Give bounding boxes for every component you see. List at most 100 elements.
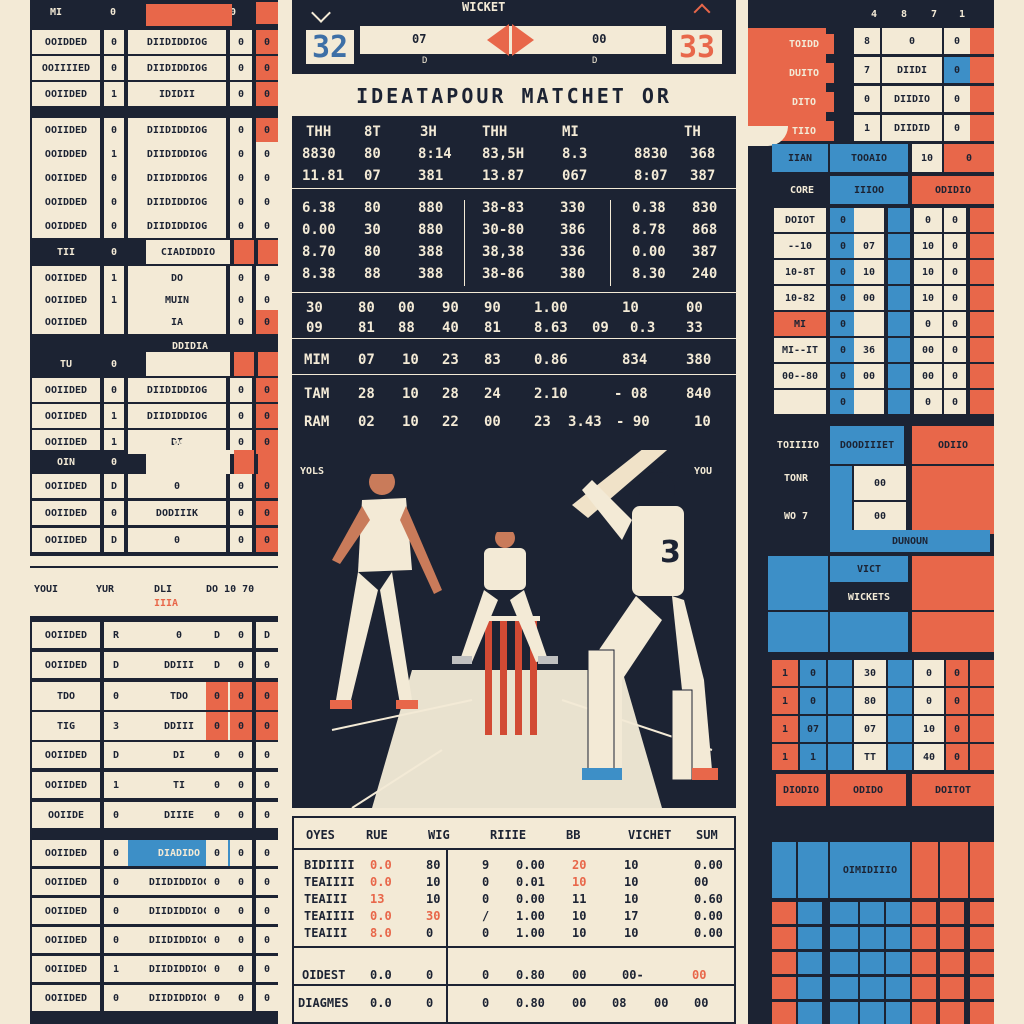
table-row: BIDIIII 0.0 80 9 0.00 20 10 0.00 xyxy=(294,858,734,876)
blue-cell xyxy=(776,562,800,582)
table-cell: OOIIDED xyxy=(32,956,100,982)
table-cell: MUIN xyxy=(128,288,226,312)
stats-cell: - 08 xyxy=(614,386,648,402)
blue-cell xyxy=(888,286,910,310)
table-cell: IIIOO xyxy=(830,176,908,204)
table-cell: ODIDIO xyxy=(912,176,994,204)
table-cell: DIIDI xyxy=(882,57,942,83)
stats-cell: 8.63 xyxy=(534,320,568,336)
away-score: 33 xyxy=(672,30,722,65)
table-cell: 1 xyxy=(854,115,880,141)
table-row: OOIIDED 0 DIADIDO 0 0 0 xyxy=(30,840,278,866)
table-cell: 0 xyxy=(914,688,944,714)
flag xyxy=(970,390,994,414)
table-cell: 0 xyxy=(104,682,128,710)
stats-row: 8.70 80 388 38,38 336 0.00 387 xyxy=(292,244,736,264)
table-cell: 0 xyxy=(830,338,856,362)
table-cell: OOIIDED xyxy=(32,869,100,895)
header-cell: 0 xyxy=(230,7,237,18)
table-cell: 0 xyxy=(482,968,490,982)
table-cell: 10 xyxy=(914,260,942,284)
stats-row: 8.38 88 388 38-86 380 8.30 240 xyxy=(292,266,736,286)
table-cell: 0 xyxy=(230,142,252,166)
stats-cell: 8.38 xyxy=(302,266,336,282)
table-cell: OOIDDED xyxy=(32,142,100,166)
flag xyxy=(970,286,994,310)
table-cell: 00 xyxy=(572,968,587,982)
score-bar: 32 07 00 WICKET D D 33 xyxy=(292,0,736,74)
stats-cell: 10 xyxy=(402,386,419,402)
grid-cell xyxy=(912,1002,936,1024)
table-cell: 0 xyxy=(256,474,278,498)
table-cell: 0 xyxy=(256,288,278,312)
stats-cell: MIM xyxy=(304,352,330,368)
right-arrow-icon xyxy=(512,24,534,56)
stats-cell: 38,38 xyxy=(482,244,525,260)
bottom-header: OYES RUE WIG RIIIE BB VICHET SUM xyxy=(294,828,734,846)
table-cell: D xyxy=(206,652,228,678)
table-row: OOIIDED R 0 D 0 D xyxy=(30,622,278,648)
table-cell: 0.0 xyxy=(370,968,392,982)
table-row: OOIIDED 1 IDIDII 0 0 xyxy=(30,82,278,106)
table-cell: 1 xyxy=(772,660,798,686)
flag xyxy=(970,660,994,686)
stats-cell: 09 xyxy=(306,320,323,336)
table-cell: OOIIDED xyxy=(32,474,100,498)
table-row: TEAIIII 0.0 30 / 1.00 10 17 0.00 xyxy=(294,909,734,927)
stats-cell: 88 xyxy=(398,320,415,336)
stats-cell: 330 xyxy=(560,200,586,216)
table-cell: 80 xyxy=(426,858,441,872)
table-cell: 0.00 xyxy=(694,926,723,940)
stats-cell: 380 xyxy=(560,266,586,282)
stats-cell: 8.78 xyxy=(632,222,666,238)
table-cell: OOIIDED xyxy=(32,985,100,1011)
table-cell: DIIDIDDIOG xyxy=(128,56,226,80)
stats-cell: 8.30 xyxy=(632,266,666,282)
table-cell: 0.0 xyxy=(370,909,392,923)
table-cell: 0 xyxy=(944,390,966,414)
grid-cell xyxy=(886,952,910,974)
header-cell: BB xyxy=(566,828,581,842)
table-row: OOIIDED 0 DIIDIDDIOG 0 0 0 xyxy=(30,898,278,924)
blue-cell xyxy=(888,312,910,336)
table-cell: 10 xyxy=(912,144,942,172)
stats-cell: 28 xyxy=(442,386,459,402)
table-cell: 0 xyxy=(230,30,252,54)
table-cell: 0 xyxy=(206,840,228,866)
table-cell: 0 xyxy=(230,501,252,525)
grid-cell xyxy=(912,927,936,949)
stats-row: 09 81 88 40 81 8.63 09 0.3 33 xyxy=(292,320,736,340)
table-cell: 0 xyxy=(230,266,252,290)
section-flag xyxy=(258,352,278,376)
table-cell: 0 xyxy=(104,378,124,402)
table-cell: 0 xyxy=(230,869,252,895)
table-cell: 07 xyxy=(854,716,886,742)
right-value: 00 xyxy=(592,32,607,46)
stats-cell: 240 xyxy=(692,266,718,282)
table-cell: 0 xyxy=(944,364,966,388)
label-left: YOLS xyxy=(300,466,324,477)
grid-cell xyxy=(772,977,796,999)
stats-cell: 38-86 xyxy=(482,266,525,282)
table-cell: 1 xyxy=(104,142,124,166)
grid-cell xyxy=(772,927,796,949)
table-cell: OOIDDED xyxy=(32,30,100,54)
table-cell: 0 xyxy=(230,742,252,768)
wicket-keeper xyxy=(452,526,558,664)
stats-cell: 80 xyxy=(364,244,381,260)
grid-cell xyxy=(886,977,910,999)
legend-b: YUR xyxy=(96,584,115,595)
table-cell: 0 xyxy=(944,234,966,258)
stats-cell: 381 xyxy=(418,168,444,184)
stats-cell: 83 xyxy=(484,352,501,368)
flag xyxy=(970,260,994,284)
table-cell: OOIIDED xyxy=(32,528,100,552)
table-cell: 0 xyxy=(256,30,278,54)
table-row: OOIIDED 0 DIIDIDDIOG 0 0 xyxy=(30,118,278,142)
table-row: OOIIDED D 0 0 0 xyxy=(30,474,278,498)
grid-cell xyxy=(970,927,994,949)
table-cell: 40 xyxy=(914,744,944,770)
table-cell: 9 xyxy=(482,858,490,872)
table-cell: 0 xyxy=(256,118,278,142)
table-cell: DITO xyxy=(774,92,834,112)
